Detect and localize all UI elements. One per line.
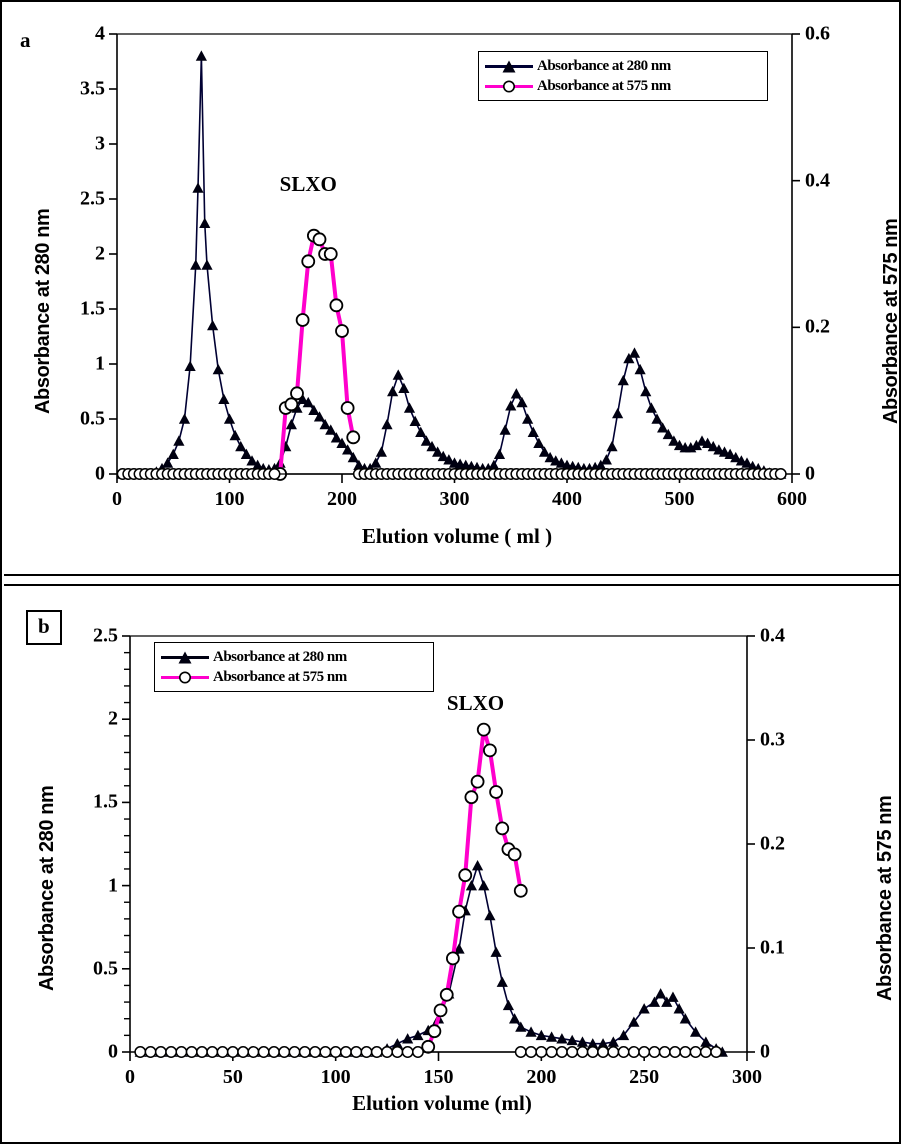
panel-divider — [4, 574, 901, 576]
legend-row-575: Absorbance at 575 nm — [485, 76, 759, 96]
x-tick-label: 150 — [423, 1066, 454, 1088]
y-tick-label: 0 — [108, 1040, 118, 1063]
panel-b-xlabel: Elution volume (ml) — [352, 1091, 532, 1115]
x-tick-label: 200 — [526, 1066, 557, 1088]
y2-tick-label: 0 — [805, 462, 815, 485]
y-tick-label: 0 — [95, 462, 105, 485]
panel-a: a Absorbance at 280 nm Absorbance at 575… — [2, 4, 901, 574]
panel-b-legend: Absorbance at 280 nm Absorbance at 575 n… — [154, 642, 434, 692]
x-tick-label: 100 — [214, 488, 245, 510]
x-tick-label: 100 — [320, 1066, 351, 1088]
y2-tick-label: 0.4 — [805, 169, 830, 192]
y-tick-label: 2.5 — [93, 624, 118, 647]
y2-tick-label: 0.1 — [760, 936, 785, 959]
panel-a-xlabel: Elution volume ( ml ) — [361, 524, 553, 548]
legend-row-280: Absorbance at 280 nm — [485, 56, 759, 76]
y-tick-label: 2 — [108, 707, 118, 730]
panel-a-slxo-annotation: SLXO — [279, 172, 337, 196]
legend-swatch-280 — [485, 58, 533, 74]
filled-triangle-icon — [502, 60, 516, 73]
y-tick-label: 3.5 — [80, 77, 105, 100]
y2-tick-label: 0.4 — [760, 624, 785, 647]
panel-b-letter: b — [26, 610, 62, 645]
y-tick-label: 2.5 — [80, 187, 105, 210]
x-tick-label: 0 — [112, 488, 122, 510]
x-tick-label: 600 — [777, 488, 807, 510]
y2-tick-label: 0.2 — [760, 832, 785, 855]
panel-a-plot — [109, 33, 800, 483]
y-tick-label: 0.5 — [93, 957, 118, 980]
y2-tick-label: 0 — [760, 1040, 770, 1063]
legend-swatch-280-b — [161, 649, 209, 665]
filled-triangle-icon — [178, 651, 192, 664]
x-tick-label: 300 — [732, 1066, 762, 1088]
x-tick-label: 250 — [629, 1066, 660, 1088]
y2-tick-label: 0.2 — [805, 315, 830, 338]
y-tick-label: 4 — [95, 22, 105, 45]
panel-b: b Absorbance at 280 nm Absorbance at 575… — [2, 586, 901, 1144]
panel-divider-2 — [4, 584, 901, 586]
legend-label-280-b: Absorbance at 280 nm — [213, 648, 347, 665]
legend-label-575-b: Absorbance at 575 nm — [213, 668, 347, 685]
legend-swatch-575 — [485, 78, 533, 94]
panel-a-letter: a — [20, 28, 31, 52]
y2-tick-label: 0.6 — [805, 22, 830, 45]
y-tick-label: 1 — [108, 874, 118, 897]
panel-b-plot — [122, 635, 755, 1061]
x-tick-label: 500 — [664, 488, 695, 510]
x-tick-label: 0 — [125, 1066, 135, 1088]
legend-label-280: Absorbance at 280 nm — [537, 57, 671, 74]
legend-row-575-b: Absorbance at 575 nm — [161, 667, 425, 687]
x-tick-label: 50 — [222, 1066, 243, 1088]
y-tick-label: 1.5 — [93, 790, 118, 813]
x-tick-label: 300 — [439, 488, 470, 510]
panel-b-slxo-annotation: SLXO — [446, 691, 505, 715]
open-circle-icon — [503, 80, 515, 93]
x-tick-label: 200 — [327, 488, 357, 510]
y2-tick-label: 0.3 — [760, 728, 785, 751]
legend-swatch-575-b — [161, 669, 209, 685]
y-tick-label: 3 — [95, 132, 105, 155]
y-tick-label: 1 — [95, 352, 105, 375]
y-tick-label: 0.5 — [80, 407, 105, 430]
open-circle-icon — [179, 671, 191, 684]
legend-label-575: Absorbance at 575 nm — [537, 77, 671, 94]
y-tick-label: 2 — [95, 242, 105, 265]
legend-row-280-b: Absorbance at 280 nm — [161, 647, 425, 667]
panel-a-legend: Absorbance at 280 nm Absorbance at 575 n… — [478, 51, 768, 101]
y-tick-label: 1.5 — [80, 297, 105, 320]
x-tick-label: 400 — [552, 488, 582, 510]
